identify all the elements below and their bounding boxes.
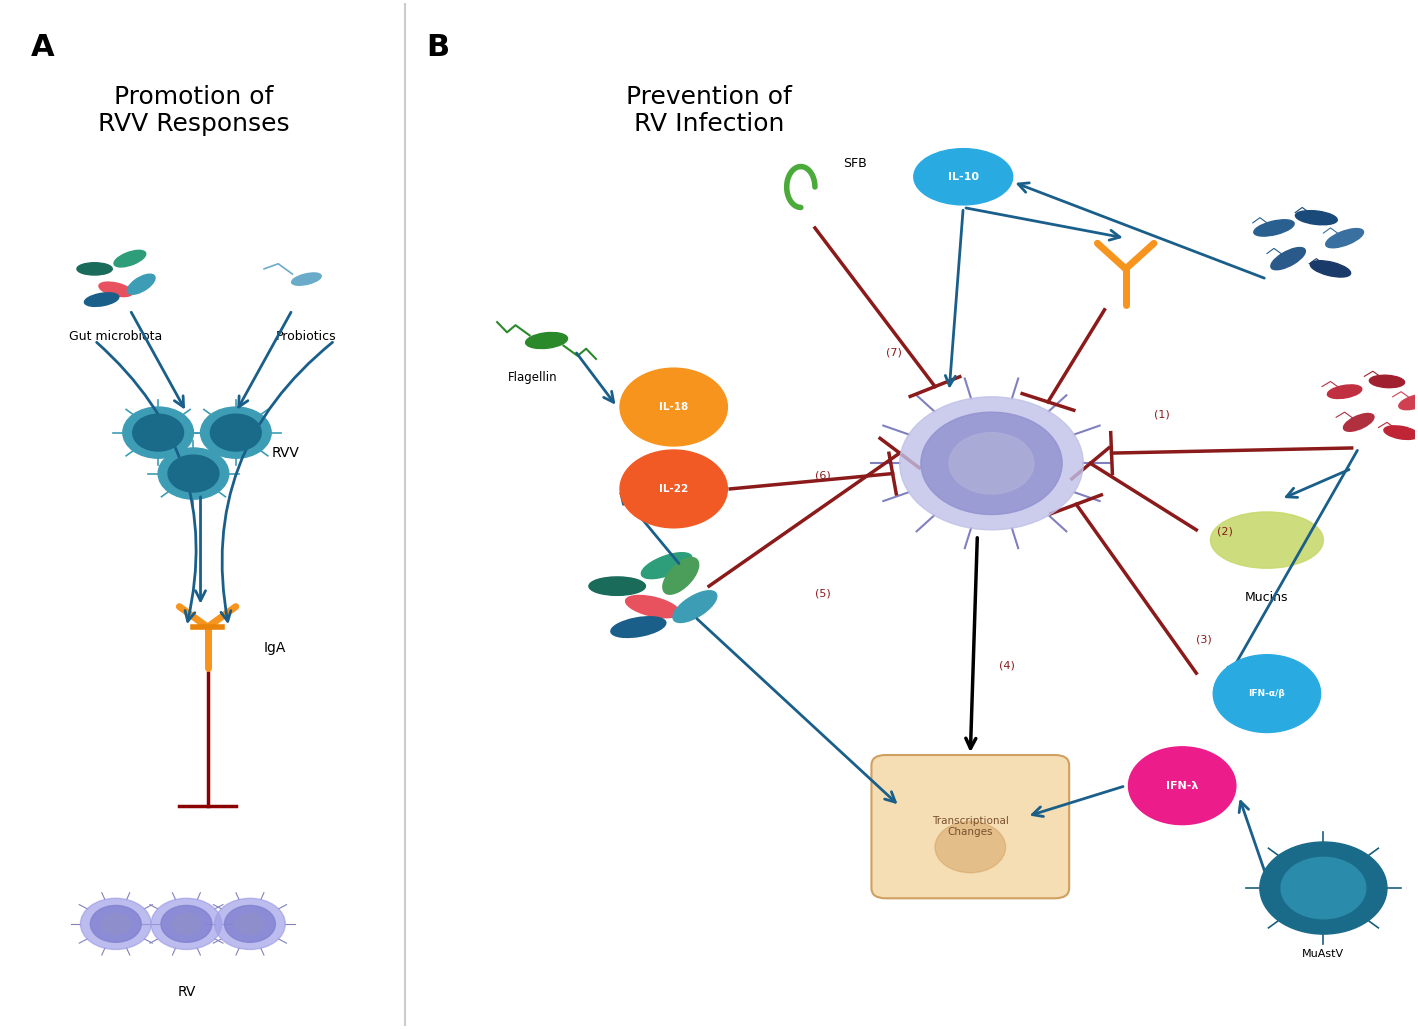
Circle shape — [899, 397, 1083, 530]
Text: (4): (4) — [998, 660, 1014, 670]
Circle shape — [102, 914, 130, 934]
Circle shape — [123, 407, 193, 458]
Ellipse shape — [1384, 426, 1418, 439]
Circle shape — [224, 906, 275, 943]
Text: IFN-α/β: IFN-α/β — [1248, 689, 1285, 698]
Ellipse shape — [99, 282, 133, 296]
Ellipse shape — [1398, 394, 1418, 410]
Text: RVV: RVV — [271, 447, 299, 460]
Text: IL-10: IL-10 — [947, 172, 978, 182]
Text: (5): (5) — [815, 589, 831, 599]
Ellipse shape — [128, 274, 155, 294]
Circle shape — [620, 368, 727, 446]
Circle shape — [1259, 842, 1387, 934]
Ellipse shape — [1296, 211, 1337, 224]
Text: (1): (1) — [1154, 410, 1170, 419]
Ellipse shape — [526, 332, 567, 349]
Text: (3): (3) — [1197, 635, 1212, 644]
Circle shape — [169, 455, 218, 492]
Text: Mucins: Mucins — [1245, 592, 1289, 604]
Circle shape — [620, 450, 727, 528]
Text: Transcriptional
Changes: Transcriptional Changes — [932, 816, 1008, 838]
Text: A: A — [31, 34, 55, 63]
Ellipse shape — [1271, 248, 1306, 270]
Text: MuAstV: MuAstV — [1302, 950, 1344, 959]
Ellipse shape — [1370, 376, 1405, 388]
Text: IgA: IgA — [264, 640, 286, 654]
Circle shape — [91, 906, 142, 943]
Circle shape — [1214, 654, 1320, 733]
Ellipse shape — [1310, 260, 1350, 277]
Text: IL-22: IL-22 — [659, 484, 688, 494]
Circle shape — [200, 407, 271, 458]
Text: Prevention of
RV Infection: Prevention of RV Infection — [627, 84, 791, 137]
Text: Flagellin: Flagellin — [508, 371, 557, 385]
Text: IL-18: IL-18 — [659, 402, 688, 412]
Circle shape — [934, 821, 1005, 873]
Ellipse shape — [113, 250, 146, 267]
Ellipse shape — [674, 591, 716, 623]
Circle shape — [949, 432, 1034, 494]
Text: Promotion of
RVV Responses: Promotion of RVV Responses — [98, 84, 289, 137]
Circle shape — [210, 415, 261, 451]
Ellipse shape — [1211, 512, 1323, 568]
Circle shape — [159, 448, 228, 499]
Circle shape — [1280, 857, 1366, 919]
Text: Probiotics: Probiotics — [277, 330, 336, 344]
Circle shape — [214, 898, 285, 950]
Circle shape — [172, 914, 200, 934]
Circle shape — [81, 898, 152, 950]
Text: (7): (7) — [886, 348, 902, 358]
Ellipse shape — [1326, 228, 1364, 248]
Circle shape — [162, 906, 211, 943]
Text: RV: RV — [177, 986, 196, 999]
Text: (2): (2) — [1218, 527, 1234, 537]
Circle shape — [235, 914, 264, 934]
Ellipse shape — [1343, 414, 1374, 431]
Ellipse shape — [611, 616, 666, 637]
Ellipse shape — [292, 273, 322, 285]
Text: Gut microbiota: Gut microbiota — [69, 330, 163, 344]
Ellipse shape — [85, 293, 119, 307]
Text: SFB: SFB — [844, 156, 866, 170]
Ellipse shape — [641, 553, 692, 578]
Circle shape — [152, 898, 221, 950]
Ellipse shape — [625, 596, 679, 617]
Circle shape — [1129, 747, 1236, 824]
Ellipse shape — [1254, 220, 1295, 236]
Circle shape — [133, 415, 183, 451]
Ellipse shape — [588, 577, 645, 596]
Ellipse shape — [1327, 385, 1361, 398]
Text: (6): (6) — [815, 470, 831, 481]
Ellipse shape — [913, 148, 1012, 205]
Ellipse shape — [77, 262, 112, 275]
Circle shape — [920, 413, 1062, 514]
Text: IFN-λ: IFN-λ — [1166, 781, 1198, 790]
Ellipse shape — [662, 558, 699, 594]
FancyBboxPatch shape — [872, 755, 1069, 898]
Text: B: B — [427, 34, 450, 63]
